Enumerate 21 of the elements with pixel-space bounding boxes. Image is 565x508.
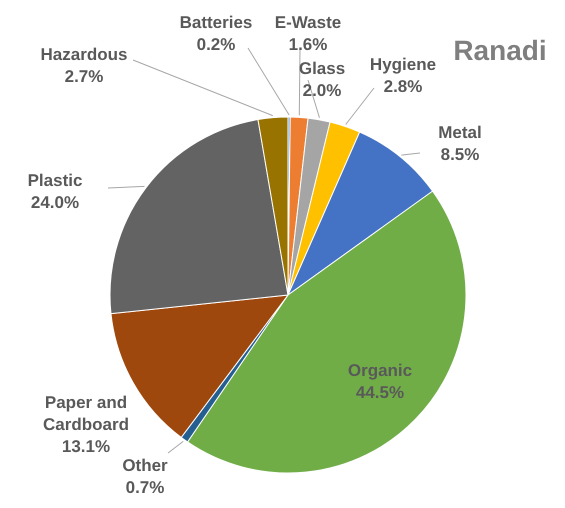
data-label: 24.0% xyxy=(30,193,80,212)
data-label: 44.5% xyxy=(356,383,404,402)
slice-label: Glass xyxy=(298,59,346,78)
data-label: 2.8% xyxy=(384,77,422,96)
slice-label: Hygiene xyxy=(370,55,436,74)
data-label: 2.7% xyxy=(64,67,104,86)
data-label: 2.0% xyxy=(302,81,342,100)
data-label: 13.1% xyxy=(62,437,110,456)
data-label: 8.5% xyxy=(440,145,480,164)
slice-label: Batteries xyxy=(180,13,252,32)
slice-label: Plastic xyxy=(28,171,82,190)
data-label: 0.2% xyxy=(196,35,236,54)
data-label: 1.6% xyxy=(288,35,328,54)
data-label: 0.7% xyxy=(126,478,164,497)
slice-label: Other xyxy=(122,456,168,475)
text: Ranadi xyxy=(453,35,547,66)
slice-label: Hazardous xyxy=(40,45,128,64)
slice-label: Metal xyxy=(438,123,482,142)
slice-label: Paper and Cardboard xyxy=(43,393,129,434)
slice-label: Organic xyxy=(348,361,412,380)
slice-label: E-Waste xyxy=(274,13,342,32)
